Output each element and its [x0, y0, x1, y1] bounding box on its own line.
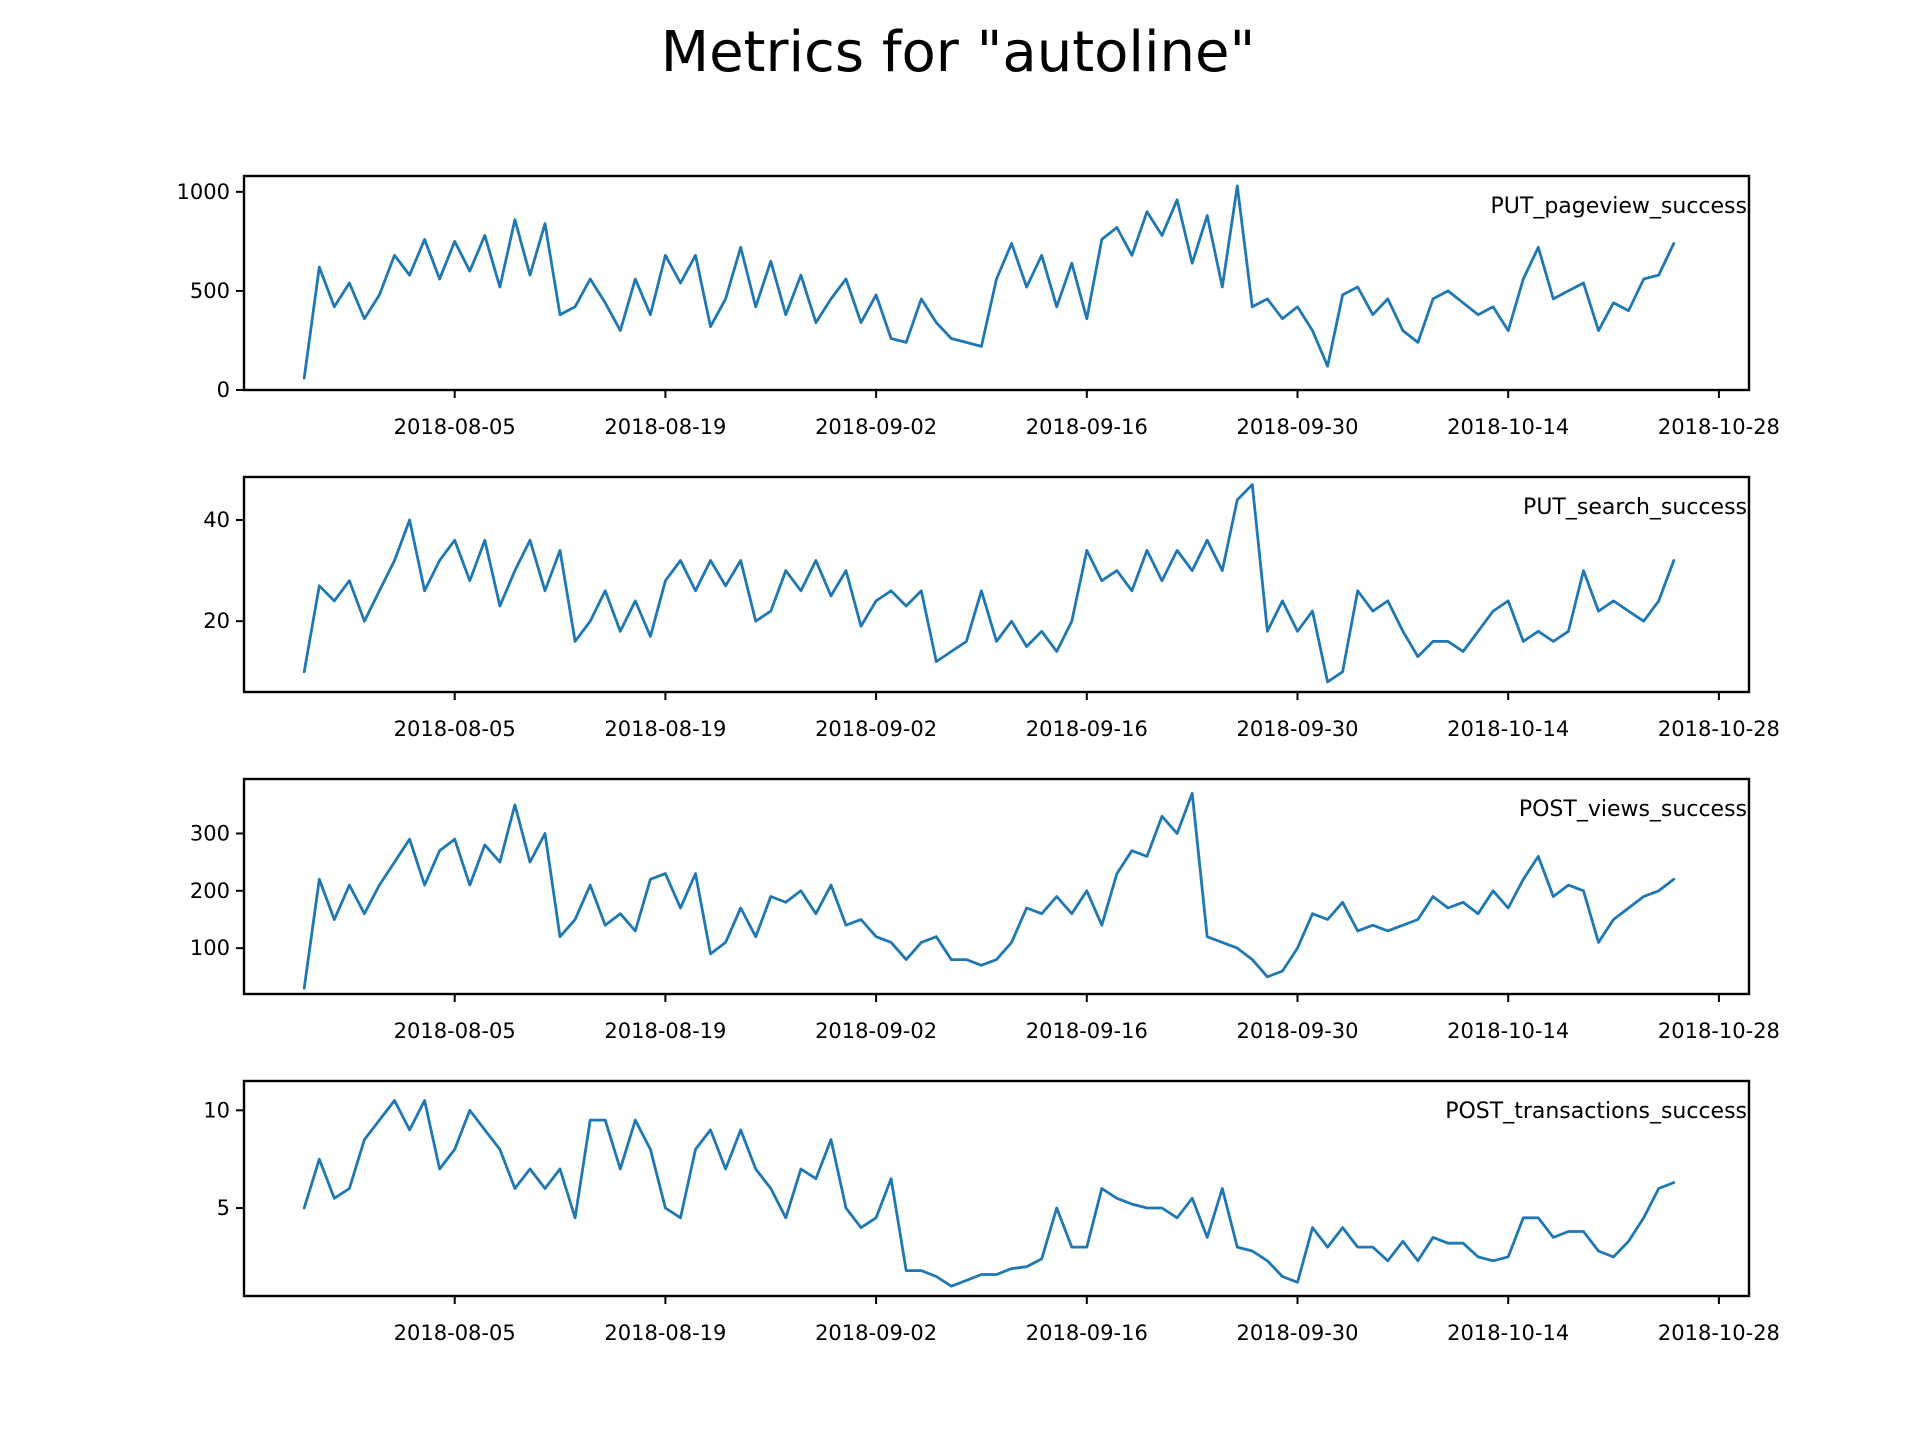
x-tick-label: 2018-10-14	[1447, 415, 1569, 439]
x-tick-label: 2018-10-28	[1658, 717, 1780, 741]
x-tick-label: 2018-09-16	[1026, 1019, 1148, 1043]
x-tick-label: 2018-08-05	[394, 1019, 516, 1043]
subplot-1: 2018-08-05 2018-08-19 2018-09-02 2018-09-16…	[177, 174, 1780, 439]
x-tick-label: 2018-09-02	[815, 1019, 937, 1043]
y-tick-label: 5	[217, 1196, 230, 1220]
y-tick-label: 10	[203, 1098, 230, 1122]
x-tick-label: 2018-09-30	[1236, 415, 1358, 439]
series-line	[302, 1099, 1676, 1288]
x-tick-label: 2018-09-02	[815, 415, 937, 439]
y-tick-label: 1000	[177, 180, 230, 204]
y-tick-label: 500	[190, 279, 230, 303]
y-tick-label: 200	[190, 879, 230, 903]
x-tick-label: 2018-10-28	[1658, 1321, 1780, 1345]
y-tick-label: 20	[203, 609, 230, 633]
x-tick-label: 2018-09-16	[1026, 1321, 1148, 1345]
x-tick-label: 2018-09-16	[1026, 415, 1148, 439]
figure-title: Metrics for "autoline"	[661, 20, 1255, 85]
x-tick-label: 2018-08-19	[604, 415, 726, 439]
x-tick-label: 2018-09-16	[1026, 717, 1148, 741]
y-tick-label: 40	[203, 508, 230, 532]
x-tick-label: 2018-08-19	[604, 1019, 726, 1043]
plot-frame	[242, 174, 1751, 392]
x-tick-label: 2018-08-05	[394, 1321, 516, 1345]
x-tick-label: 2018-09-30	[1236, 1019, 1358, 1043]
series-label: PUT_pageview_success	[1491, 194, 1747, 219]
x-tick-label: 2018-10-14	[1447, 717, 1569, 741]
x-tick-label: 2018-09-30	[1236, 717, 1358, 741]
series-line	[302, 483, 1676, 684]
x-tick-label: 2018-08-19	[604, 1321, 726, 1345]
subplot-2: 2018-08-05 2018-08-19 2018-09-02 2018-09-16…	[203, 475, 1780, 741]
y-tick-label: 100	[190, 936, 230, 960]
y-tick-label: 300	[190, 821, 230, 845]
x-tick-label: 2018-10-28	[1658, 1019, 1780, 1043]
series-label: PUT_search_success	[1523, 495, 1747, 520]
plot-frame	[242, 777, 1751, 996]
y-tick-label: 0	[217, 378, 230, 402]
series-label: POST_views_success	[1519, 797, 1747, 822]
series-line	[302, 184, 1676, 380]
plot-frame	[242, 1079, 1751, 1298]
series-label: POST_transactions_success	[1445, 1099, 1747, 1124]
x-tick-label: 2018-09-02	[815, 1321, 937, 1345]
subplot-3: 2018-08-05 2018-08-19 2018-09-02 2018-09-16…	[190, 777, 1780, 1043]
subplots: 2018-08-05 2018-08-19 2018-09-02 2018-09-16…	[177, 174, 1780, 1345]
x-tick-label: 2018-09-02	[815, 717, 937, 741]
x-tick-label: 2018-08-05	[394, 415, 516, 439]
series-line	[302, 791, 1676, 990]
x-tick-label: 2018-10-28	[1658, 415, 1780, 439]
x-tick-label: 2018-08-05	[394, 717, 516, 741]
x-tick-label: 2018-10-14	[1447, 1321, 1569, 1345]
x-tick-label: 2018-08-19	[604, 717, 726, 741]
x-tick-label: 2018-09-30	[1236, 1321, 1358, 1345]
x-tick-label: 2018-10-14	[1447, 1019, 1569, 1043]
subplot-4: 2018-08-05 2018-08-19 2018-09-02 2018-09-16…	[203, 1079, 1780, 1345]
plot-frame	[242, 475, 1751, 694]
